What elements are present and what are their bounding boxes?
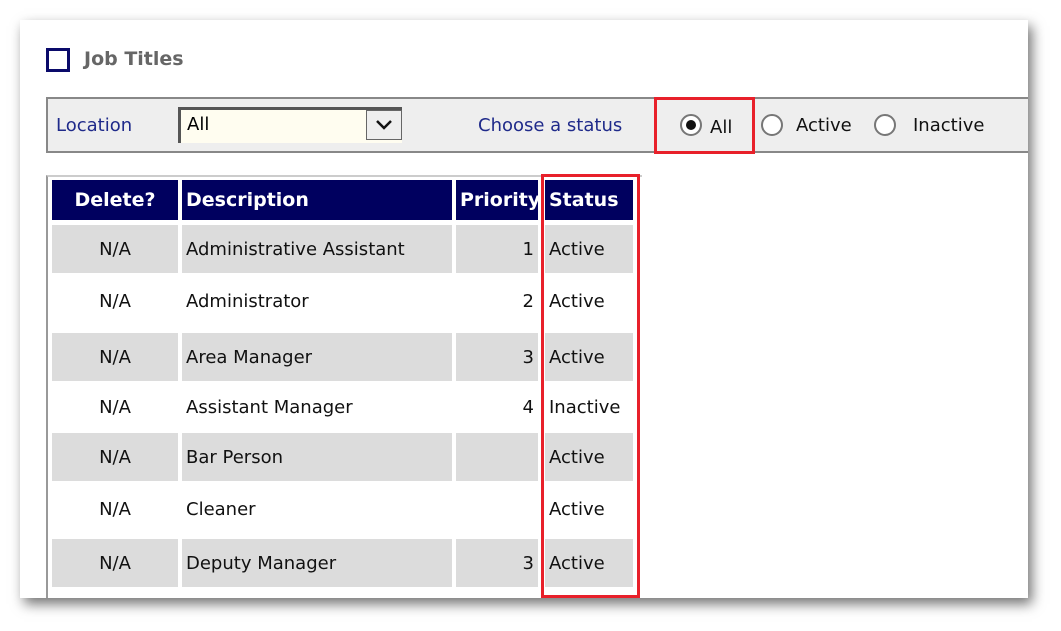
status-radio-inactive-label[interactable]: Inactive bbox=[913, 115, 985, 136]
table-cell-delete: N/A bbox=[99, 498, 131, 520]
location-select[interactable]: All bbox=[178, 107, 402, 143]
table-cell-description: Bar Person bbox=[182, 433, 452, 481]
status-label: Choose a status bbox=[478, 115, 623, 136]
table-cell-priority: 1 bbox=[456, 225, 538, 273]
table-cell-description: Deputy Manager bbox=[182, 539, 452, 587]
table-cell-description: Administrative Assistant bbox=[182, 225, 452, 273]
job-titles-table: Delete? Description Priority Status N/A Admin… bbox=[46, 175, 642, 598]
status-radio-active[interactable] bbox=[761, 114, 783, 136]
column-header-status: Status bbox=[545, 180, 633, 220]
location-select-value: All bbox=[187, 114, 210, 135]
table-cell-priority: 3 bbox=[456, 333, 538, 381]
table-cell-status: Active bbox=[545, 433, 633, 481]
location-label: Location bbox=[56, 115, 133, 136]
table-cell-description: Area Manager bbox=[182, 333, 452, 381]
status-radio-active-label[interactable]: Active bbox=[796, 115, 852, 136]
table-cell-priority: 4 bbox=[522, 396, 534, 418]
highlight-status-column bbox=[541, 174, 640, 598]
page-title: Job Titles bbox=[84, 48, 184, 70]
section-checkbox-icon[interactable] bbox=[46, 48, 70, 72]
table-cell-priority bbox=[456, 433, 538, 481]
table-cell-status: Active bbox=[549, 290, 605, 312]
table-cell-status: Active bbox=[549, 498, 605, 520]
status-radio-all-label[interactable]: All bbox=[710, 117, 733, 138]
chevron-down-icon[interactable] bbox=[366, 110, 402, 140]
table-cell-delete: N/A bbox=[52, 539, 178, 587]
table-cell-priority: 2 bbox=[522, 290, 534, 312]
status-radio-inactive[interactable] bbox=[874, 114, 896, 136]
table-cell-delete: N/A bbox=[99, 290, 131, 312]
column-header-priority: Priority bbox=[456, 180, 540, 220]
job-titles-panel: Job Titles Location All Choose a status … bbox=[20, 20, 1028, 598]
table-cell-status: Inactive bbox=[549, 396, 621, 418]
table-cell-priority: 3 bbox=[456, 539, 538, 587]
table-cell-status: Active bbox=[545, 225, 633, 273]
table-cell-priority bbox=[456, 485, 538, 533]
table-cell-delete: N/A bbox=[52, 433, 178, 481]
table-cell-description: Administrator bbox=[186, 290, 309, 312]
table-cell-delete: N/A bbox=[99, 396, 131, 418]
column-header-delete: Delete? bbox=[52, 180, 178, 220]
column-header-description: Description bbox=[182, 180, 452, 220]
table-cell-status: Active bbox=[545, 333, 633, 381]
table-cell-description: Assistant Manager bbox=[186, 396, 353, 418]
table-cell-status: Active bbox=[545, 539, 633, 587]
table-cell-delete: N/A bbox=[52, 333, 178, 381]
status-radio-all[interactable] bbox=[680, 114, 702, 136]
highlight-status-all bbox=[654, 97, 755, 154]
table-cell-delete: N/A bbox=[52, 225, 178, 273]
filter-bar: Location All Choose a status All Active … bbox=[46, 97, 1028, 153]
table-cell-description: Cleaner bbox=[186, 498, 256, 520]
